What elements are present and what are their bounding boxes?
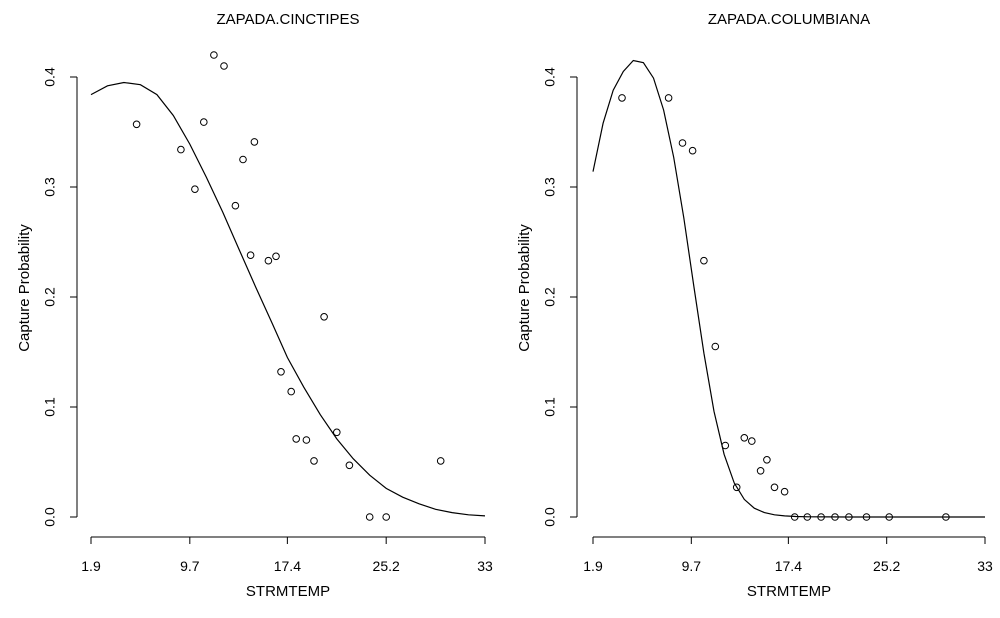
- x-tick-label: 1.9: [583, 558, 603, 574]
- x-axis-label: STRMTEMP: [246, 583, 330, 600]
- data-point: [436, 457, 445, 465]
- data-point: [790, 513, 799, 521]
- data-point: [678, 139, 687, 147]
- y-tick-label: 0.4: [42, 67, 58, 87]
- y-tick-label: 0.0: [42, 507, 58, 527]
- data-point: [770, 483, 779, 492]
- data-point: [272, 252, 280, 261]
- data-point: [320, 313, 328, 321]
- data-point: [845, 513, 853, 521]
- y-axis-label: Capture Probability: [16, 224, 33, 352]
- data-point: [817, 513, 825, 521]
- y-tick-label: 0.4: [542, 67, 558, 87]
- x-tick-label: 25.2: [373, 558, 400, 574]
- data-point: [302, 436, 311, 444]
- data-point: [292, 435, 301, 443]
- data-point: [688, 146, 697, 155]
- data-point: [831, 513, 839, 521]
- data-point: [942, 513, 950, 521]
- data-point: [700, 256, 708, 265]
- y-tick-label: 0.1: [42, 397, 58, 417]
- y-tick-label: 0.1: [542, 397, 558, 417]
- data-point: [231, 201, 240, 210]
- data-point: [191, 185, 199, 193]
- chart-panel-1: ZAPADA.CINCTIPES 0.0 0.1 0.2 0.3 0.4 1.9 9.7 17.…: [16, 11, 493, 600]
- data-point: [210, 51, 218, 59]
- x-tick-label: 1.9: [81, 558, 101, 574]
- x-tick-label: 17.4: [775, 558, 802, 574]
- data-point: [664, 94, 673, 102]
- data-point: [618, 94, 626, 102]
- data-point: [177, 145, 185, 154]
- data-point: [246, 251, 255, 259]
- data-point: [287, 387, 296, 396]
- y-tick-label: 0.2: [542, 287, 558, 307]
- data-point: [885, 513, 894, 521]
- chart-title: ZAPADA.COLUMBIANA: [708, 11, 870, 28]
- data-point: [277, 368, 285, 376]
- data-point: [763, 456, 771, 464]
- data-point: [239, 155, 247, 164]
- data-point: [220, 62, 228, 70]
- x-tick-label: 9.7: [180, 558, 200, 574]
- x-tick-label: 25.2: [873, 558, 900, 574]
- data-point: [200, 118, 208, 126]
- data-point: [310, 457, 318, 465]
- data-point: [862, 513, 871, 521]
- data-point: [264, 256, 273, 265]
- data-point: [365, 513, 374, 521]
- data-point: [132, 120, 141, 129]
- data-point: [780, 487, 789, 496]
- data-point: [250, 138, 259, 146]
- data-point: [721, 441, 730, 450]
- x-axis-label: STRMTEMP: [747, 583, 831, 600]
- fitted-curve: [592, 59, 985, 518]
- data-point: [333, 428, 341, 437]
- y-tick-label: 0.0: [542, 507, 558, 527]
- y-tick-label: 0.3: [542, 177, 558, 197]
- data-point: [756, 467, 765, 475]
- data-point: [748, 437, 756, 445]
- y-axis-label: Capture Probability: [516, 224, 533, 352]
- y-tick-label: 0.2: [42, 287, 58, 307]
- data-point: [382, 513, 391, 521]
- data-point: [345, 461, 354, 470]
- x-tick-label: 9.7: [682, 558, 702, 574]
- data-point: [732, 483, 741, 492]
- chart-title: ZAPADA.CINCTIPES: [216, 11, 359, 28]
- x-tick-label: 33: [977, 558, 993, 574]
- x-tick-label: 17.4: [274, 558, 301, 574]
- data-point: [740, 434, 749, 442]
- fitted-curve: [90, 81, 486, 517]
- y-tick-label: 0.3: [42, 177, 58, 197]
- chart-panel-2: ZAPADA.COLUMBIANA 0.0 0.1 0.2 0.3 0.4 1.9 9.7 17…: [516, 11, 993, 600]
- x-tick-label: 33: [477, 558, 493, 574]
- data-point: [803, 513, 812, 521]
- data-point: [711, 342, 720, 351]
